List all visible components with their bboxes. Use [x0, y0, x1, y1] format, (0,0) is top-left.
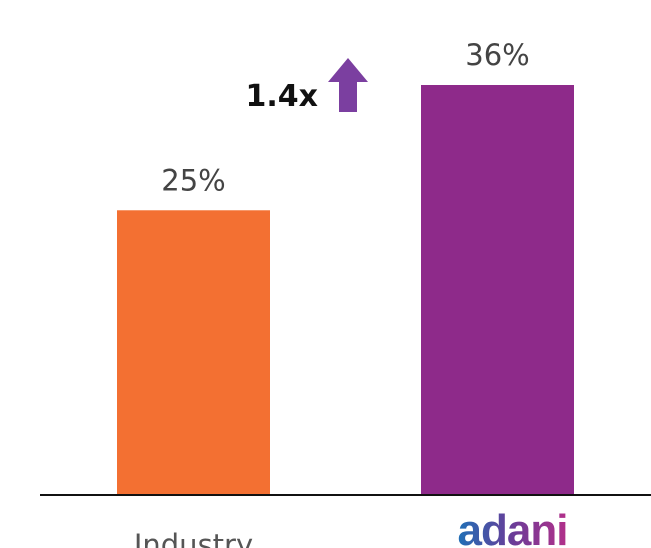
value-label: 36% — [465, 38, 529, 72]
bar — [117, 210, 270, 495]
up-arrow — [328, 58, 368, 112]
value-label: 25% — [161, 163, 225, 197]
x-tick-label: Industry — [134, 528, 253, 548]
x-tick-label: adani — [458, 506, 568, 548]
annotation: 1.4x — [246, 79, 319, 114]
bar — [421, 85, 574, 495]
